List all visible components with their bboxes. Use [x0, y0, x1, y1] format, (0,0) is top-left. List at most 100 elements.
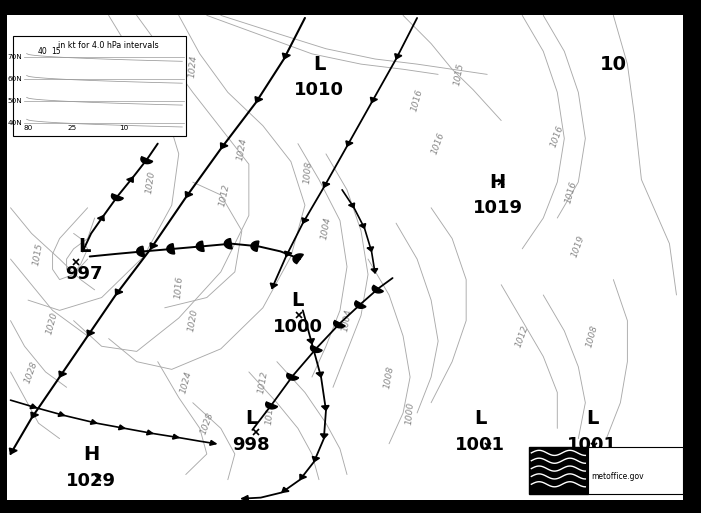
Polygon shape [372, 285, 383, 293]
Text: 50N: 50N [8, 98, 22, 104]
Bar [0, 0, 7, 513]
Text: L: L [586, 408, 599, 428]
Bar [0, 500, 701, 513]
Polygon shape [31, 412, 39, 418]
Polygon shape [370, 97, 377, 103]
Bar [588, 447, 683, 494]
Polygon shape [210, 441, 216, 445]
Text: 1012: 1012 [514, 324, 531, 348]
Polygon shape [58, 412, 64, 417]
Text: 40N: 40N [8, 120, 22, 126]
Polygon shape [141, 157, 153, 164]
Polygon shape [316, 372, 324, 377]
Polygon shape [196, 241, 204, 251]
Polygon shape [360, 224, 366, 228]
Bar [683, 0, 701, 513]
Polygon shape [355, 301, 366, 308]
Text: 70N: 70N [8, 54, 22, 61]
Polygon shape [334, 321, 345, 328]
Text: L: L [292, 290, 304, 310]
Polygon shape [224, 239, 232, 249]
Text: 1016: 1016 [549, 124, 566, 148]
Text: 1029: 1029 [66, 472, 116, 490]
Polygon shape [172, 435, 179, 439]
Text: 25: 25 [67, 125, 76, 131]
Text: 1004: 1004 [320, 216, 332, 241]
Text: 1020: 1020 [186, 308, 199, 333]
Text: 1015: 1015 [32, 242, 45, 266]
Text: L: L [245, 408, 257, 428]
Text: 10: 10 [600, 54, 627, 74]
Text: 998: 998 [232, 436, 270, 455]
Polygon shape [287, 373, 299, 380]
Polygon shape [90, 420, 97, 424]
Text: 1024: 1024 [236, 136, 248, 161]
Polygon shape [302, 218, 309, 223]
Polygon shape [346, 141, 353, 146]
Polygon shape [147, 430, 153, 435]
Text: H: H [489, 172, 506, 192]
Text: in kt for 4.0 hPa intervals: in kt for 4.0 hPa intervals [58, 41, 158, 50]
Polygon shape [348, 203, 355, 208]
Text: 1010: 1010 [294, 81, 344, 99]
Text: 1001: 1001 [455, 436, 505, 455]
Text: metoffice.gov: metoffice.gov [591, 472, 644, 481]
Text: 1016: 1016 [430, 131, 447, 156]
Polygon shape [30, 404, 36, 408]
Polygon shape [251, 241, 259, 251]
Polygon shape [9, 448, 17, 454]
Text: 1016: 1016 [564, 180, 578, 205]
Polygon shape [255, 96, 263, 103]
Text: 60N: 60N [8, 76, 22, 83]
Polygon shape [313, 457, 320, 462]
Text: H: H [83, 444, 100, 464]
Polygon shape [116, 289, 123, 295]
Polygon shape [311, 345, 322, 352]
Text: 1016: 1016 [410, 88, 424, 112]
Polygon shape [221, 143, 228, 149]
Bar [529, 447, 588, 494]
Polygon shape [395, 54, 402, 59]
Polygon shape [118, 425, 125, 430]
Text: 997: 997 [65, 265, 103, 284]
Text: 1020: 1020 [46, 311, 60, 336]
Polygon shape [371, 268, 378, 273]
Polygon shape [293, 254, 304, 264]
Bar [0, 0, 701, 15]
Text: 1015: 1015 [453, 62, 465, 87]
Text: 1019: 1019 [472, 199, 523, 217]
Text: 1019: 1019 [570, 234, 587, 259]
Polygon shape [150, 243, 158, 249]
Text: 1024: 1024 [179, 370, 193, 394]
Text: 1024: 1024 [187, 55, 198, 78]
Polygon shape [167, 244, 175, 254]
Polygon shape [111, 194, 123, 201]
Polygon shape [285, 251, 292, 256]
Text: 1012: 1012 [257, 370, 269, 394]
Text: L: L [474, 408, 486, 428]
Polygon shape [282, 487, 289, 492]
Polygon shape [271, 283, 278, 288]
Text: 1028: 1028 [198, 411, 215, 436]
Polygon shape [320, 434, 328, 439]
Polygon shape [322, 405, 329, 410]
Polygon shape [307, 339, 315, 344]
Polygon shape [283, 53, 290, 59]
Text: 1020: 1020 [144, 170, 157, 194]
Polygon shape [87, 330, 95, 336]
Text: 1016: 1016 [173, 275, 184, 299]
Text: 1001: 1001 [567, 436, 618, 455]
Polygon shape [300, 475, 306, 480]
Text: 1008: 1008 [303, 160, 314, 184]
Text: 40: 40 [37, 47, 47, 56]
Text: 1012: 1012 [217, 183, 231, 207]
Bar [13, 36, 186, 136]
Polygon shape [242, 496, 248, 501]
Polygon shape [322, 182, 329, 187]
Polygon shape [266, 402, 278, 409]
Polygon shape [97, 215, 104, 221]
Polygon shape [127, 177, 133, 182]
Text: 1008: 1008 [585, 324, 599, 348]
Text: 1000: 1000 [273, 318, 323, 337]
Text: L: L [78, 236, 90, 256]
